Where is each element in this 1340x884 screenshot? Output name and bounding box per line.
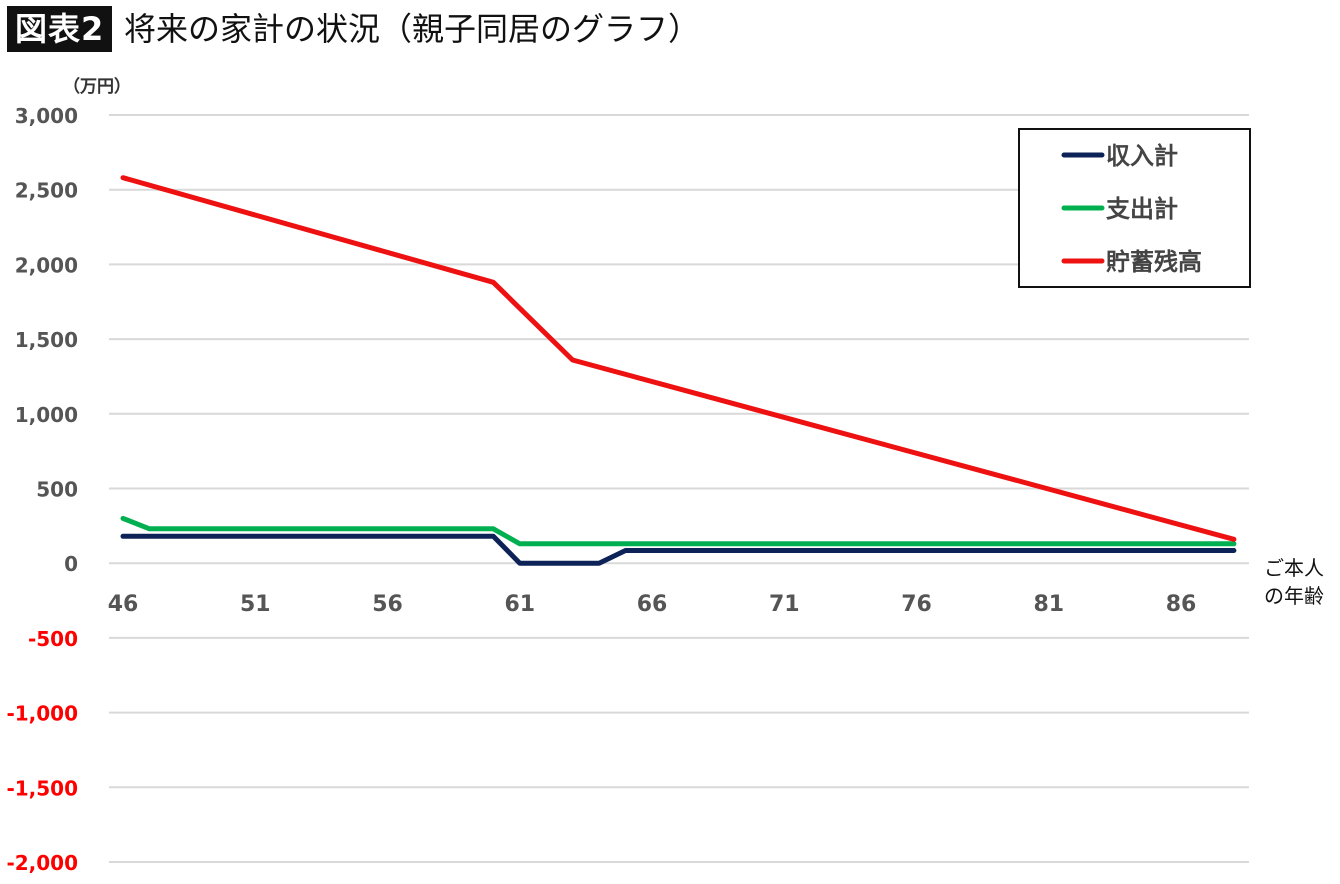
y-tick-label: -1,000	[6, 702, 78, 726]
x-tick-label: 66	[637, 592, 668, 617]
x-tick-label: 71	[769, 592, 800, 617]
series-line-3	[120, 175, 1237, 542]
x-tick-label: 56	[372, 592, 403, 617]
y-tick-label: 2,500	[15, 179, 78, 203]
series-line-2	[120, 515, 1237, 547]
x-tick-label: 76	[901, 592, 932, 617]
y-tick-label: -1,500	[6, 776, 78, 800]
series-lines	[120, 175, 1237, 566]
chart-title: 将来の家計の状況（親子同居のグラフ）	[124, 10, 701, 48]
y-tick-label: -500	[28, 627, 78, 651]
x-axis-ticks: 46 51 56 61 66 71 76 81 86	[108, 592, 1197, 617]
x-tick-label: 86	[1166, 592, 1197, 617]
y-tick-label: 0	[64, 552, 78, 576]
legend-box	[1018, 128, 1251, 288]
y-tick-label: -2,000	[6, 851, 78, 875]
legend-label-1: 収入計	[1106, 142, 1178, 170]
header: 図表2 将来の家計の状況（親子同居のグラフ）	[0, 0, 1340, 56]
y-axis-unit-label: （万円）	[63, 76, 131, 97]
x-tick-label: 61	[504, 592, 535, 617]
series-line-1	[120, 533, 1237, 566]
gridlines	[109, 114, 1249, 863]
legend-label-2: 支出計	[1106, 195, 1178, 223]
x-tick-label: 81	[1033, 592, 1064, 617]
y-tick-label: 1,500	[15, 328, 78, 352]
figure-badge: 図表2	[7, 6, 113, 52]
y-tick-label: 2,000	[15, 253, 78, 277]
y-tick-label: 3,000	[15, 104, 78, 128]
x-tick-label: 46	[108, 592, 139, 617]
x-tick-label: 51	[240, 592, 271, 617]
y-axis-ticks: 3,000 2,500 2,000 1,500 1,000 500 0 -500 -1,000 -…	[6, 104, 78, 875]
x-axis-label-line2: の年齢	[1264, 584, 1324, 608]
legend-label-3: 貯蓄残高	[1106, 248, 1202, 276]
x-axis-label-line1: ご本人	[1264, 556, 1324, 580]
y-tick-label: 500	[36, 478, 78, 502]
y-tick-label: 1,000	[15, 403, 78, 427]
